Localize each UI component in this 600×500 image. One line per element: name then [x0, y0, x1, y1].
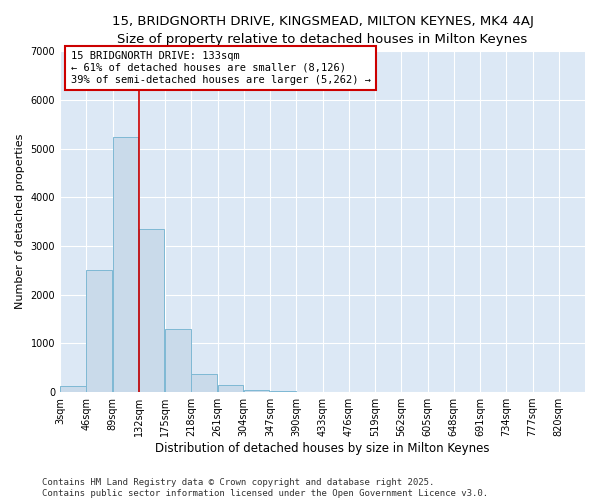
Bar	[270, 391, 296, 392]
Bar	[191, 374, 217, 392]
Text: Contains HM Land Registry data © Crown copyright and database right 2025.
Contai: Contains HM Land Registry data © Crown c…	[42, 478, 488, 498]
Text: 15 BRIDGNORTH DRIVE: 133sqm
← 61% of detached houses are smaller (8,126)
39% of : 15 BRIDGNORTH DRIVE: 133sqm ← 61% of det…	[71, 52, 371, 84]
Bar	[244, 390, 269, 392]
Bar	[218, 385, 243, 392]
Bar	[139, 229, 164, 392]
X-axis label: Distribution of detached houses by size in Milton Keynes: Distribution of detached houses by size …	[155, 442, 490, 455]
Title: 15, BRIDGNORTH DRIVE, KINGSMEAD, MILTON KEYNES, MK4 4AJ
Size of property relativ: 15, BRIDGNORTH DRIVE, KINGSMEAD, MILTON …	[112, 15, 533, 46]
Bar	[60, 386, 86, 392]
Bar	[165, 329, 191, 392]
Y-axis label: Number of detached properties: Number of detached properties	[15, 134, 25, 310]
Bar	[113, 136, 138, 392]
Bar	[86, 270, 112, 392]
